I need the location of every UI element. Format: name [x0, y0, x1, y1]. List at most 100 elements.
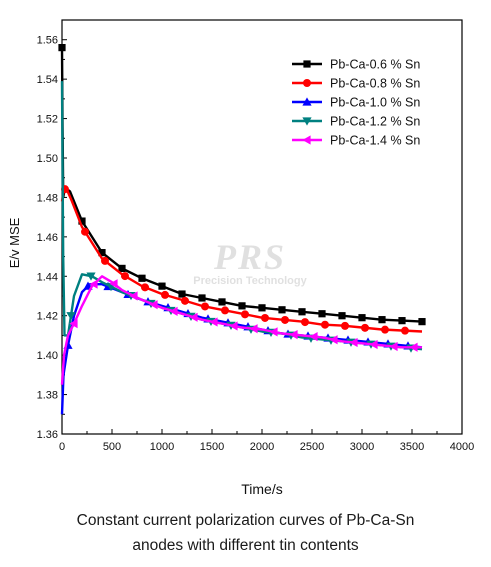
- data-point: [78, 217, 86, 225]
- y-tick-label: 1.46: [37, 232, 58, 244]
- data-point: [69, 319, 78, 329]
- data-point: [229, 321, 238, 331]
- data-point: [189, 312, 198, 322]
- x-tick-label: 0: [59, 441, 65, 453]
- x-axis-label: Time/s: [241, 481, 282, 497]
- legend-entry: Pb-Ca-1.4 % Sn: [292, 134, 420, 148]
- y-tick-label: 1.38: [37, 390, 58, 402]
- x-tick-label: 1500: [200, 441, 224, 453]
- data-point: [121, 272, 129, 281]
- y-axis-label: E/v MSE: [7, 217, 22, 268]
- data-point: [201, 302, 209, 311]
- data-point: [341, 321, 349, 330]
- legend: Pb-Ca-0.6 % Sn Pb-Ca-0.8 % Sn Pb-Ca-1.0 % …: [292, 58, 420, 148]
- figure-caption-line-2: anodes with different tin contents: [132, 537, 359, 554]
- data-point: [329, 335, 338, 345]
- x-tick-label: 3000: [350, 441, 374, 453]
- data-point: [178, 290, 186, 298]
- y-tick-label: 1.44: [37, 271, 58, 283]
- y-tick-label: 1.52: [37, 114, 58, 126]
- data-point: [361, 323, 369, 332]
- data-point: [218, 298, 226, 306]
- data-point: [278, 306, 286, 314]
- legend-entry: Pb-Ca-1.0 % Sn: [292, 96, 420, 110]
- data-point: [198, 294, 206, 302]
- legend-label: Pb-Ca-1.0 % Sn: [330, 96, 420, 110]
- y-tick-label: 1.40: [37, 350, 58, 362]
- data-point: [101, 256, 109, 265]
- data-point: [318, 310, 326, 318]
- data-point: [258, 304, 266, 312]
- data-point: [129, 291, 138, 301]
- data-point: [118, 264, 126, 272]
- y-tick-label: 1.48: [37, 192, 58, 204]
- data-point: [301, 318, 309, 327]
- data-point: [138, 274, 146, 282]
- legend-marker: [302, 135, 311, 145]
- data-point: [321, 320, 329, 329]
- x-tick-label: 1000: [150, 441, 174, 453]
- data-point: [158, 282, 166, 290]
- legend-label: Pb-Ca-1.2 % Sn: [330, 115, 420, 129]
- y-tick-label: 1.56: [37, 35, 58, 47]
- data-point: [378, 316, 386, 324]
- x-tick-label: 2000: [250, 441, 274, 453]
- data-point: [221, 306, 229, 315]
- data-point: [141, 283, 149, 292]
- data-point: [149, 300, 158, 310]
- data-point: [269, 327, 278, 337]
- legend-entry: Pb-Ca-0.8 % Sn: [292, 77, 420, 91]
- data-point: [98, 249, 106, 257]
- data-point: [109, 279, 118, 289]
- y-tick-label: 1.36: [37, 429, 58, 441]
- y-tick-label: 1.42: [37, 311, 58, 323]
- data-point: [238, 302, 246, 310]
- data-point: [309, 332, 318, 342]
- data-point: [281, 315, 289, 324]
- legend-marker: [303, 60, 311, 68]
- y-tick-label: 1.50: [37, 153, 58, 165]
- data-point: [338, 312, 346, 320]
- figure-caption-line-1: Constant current polarization curves of …: [76, 512, 415, 529]
- data-point: [169, 306, 178, 316]
- legend-marker: [302, 97, 312, 106]
- data-point: [358, 314, 366, 322]
- legend-entry: Pb-Ca-0.6 % Sn: [292, 58, 420, 72]
- data-point: [209, 317, 218, 327]
- data-point: [161, 290, 169, 299]
- data-point: [261, 313, 269, 322]
- series-3: [60, 281, 423, 415]
- data-point: [349, 337, 358, 348]
- data-point: [58, 44, 66, 52]
- x-tick-label: 4000: [450, 441, 474, 453]
- data-point: [389, 341, 398, 352]
- data-point: [89, 279, 98, 289]
- data-point: [86, 272, 96, 281]
- legend-label: Pb-Ca-0.8 % Sn: [330, 77, 420, 91]
- legend-label: Pb-Ca-0.6 % Sn: [330, 58, 420, 72]
- legend-label: Pb-Ca-1.4 % Sn: [330, 134, 420, 148]
- data-point: [401, 326, 409, 335]
- x-tick-label: 3500: [400, 441, 424, 453]
- legend-marker: [302, 117, 312, 126]
- x-tick-label: 500: [103, 441, 121, 453]
- data-point: [369, 339, 378, 350]
- data-point: [381, 325, 389, 334]
- data-point: [181, 296, 189, 305]
- data-point: [66, 312, 76, 321]
- series-layer: [58, 44, 426, 415]
- data-point: [81, 227, 89, 236]
- data-point: [418, 318, 426, 326]
- polarization-chart: 0 500 1000 1500 2000 2500 3000 3500 4000 1.36 1.38…: [7, 19, 474, 497]
- series-line: [60, 186, 423, 333]
- y-tick-label: 1.54: [37, 74, 58, 86]
- data-point: [289, 330, 298, 340]
- data-point: [249, 324, 258, 334]
- series-2: [60, 185, 423, 335]
- data-point: [409, 342, 418, 352]
- data-point: [398, 317, 406, 325]
- legend-entry: Pb-Ca-1.2 % Sn: [292, 115, 420, 129]
- data-point: [298, 308, 306, 316]
- series-line: [60, 275, 422, 385]
- data-point: [241, 310, 249, 319]
